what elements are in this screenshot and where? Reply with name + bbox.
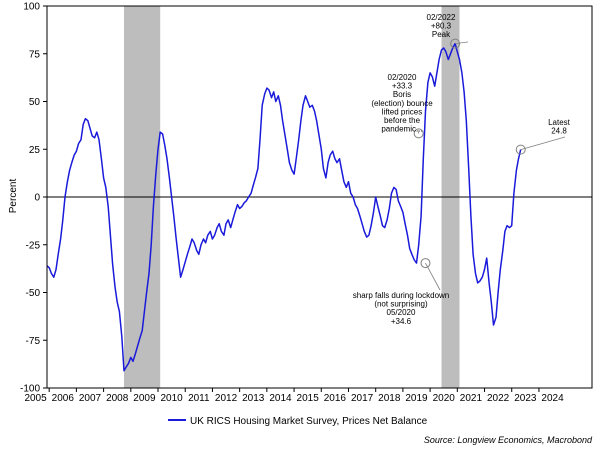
y-tick-label-50: 50 <box>29 97 41 108</box>
legend-label: UK RICS Housing Market Survey, Prices Ne… <box>190 416 428 427</box>
annotation-leader-2 <box>417 129 420 134</box>
annotation-text-4: Latest 24.8 <box>548 118 571 136</box>
x-tick-label-2016: 2016 <box>324 393 347 404</box>
x-tick-label-2007: 2007 <box>79 393 102 404</box>
annotation-line-2-4: (election) bounce <box>371 99 433 108</box>
y-axis-labels: 100 75 50 25 0 -25 -50 -75 -100 <box>20 2 40 395</box>
y-tick-label--50: -50 <box>26 288 41 299</box>
annotation-marker-3 <box>420 258 431 269</box>
annotation-line-4-1: Latest <box>548 118 571 127</box>
annotation-line-2-1: 02/2020 <box>388 73 417 82</box>
x-tick-label-2017: 2017 <box>351 393 374 404</box>
annotation-line-1-2: +80.3 <box>431 22 452 31</box>
x-tick-label-2013: 2013 <box>242 393 265 404</box>
plot-frame <box>46 5 593 389</box>
source-note: Source: Longview Economics, Macrobond <box>424 435 593 445</box>
annotation-line-2-5: lifted prices <box>382 107 422 116</box>
y-tick-label--100: -100 <box>20 384 40 395</box>
annotation-line-3-3: 05/2020 <box>387 308 416 317</box>
x-tick-label-2009: 2009 <box>133 393 156 404</box>
y-tick-label--75: -75 <box>26 336 41 347</box>
y-tick-label-0: 0 <box>34 193 40 204</box>
x-tick-label-2019: 2019 <box>405 393 428 404</box>
y-tick-label--25: -25 <box>26 240 41 251</box>
annotation-line-3-1: sharp falls during lockdown <box>353 291 450 300</box>
annotation-text-2: 02/2020 +33.3 Boris (election) bounce lifted… <box>371 73 433 134</box>
x-tick-label-2011: 2011 <box>188 393 210 404</box>
x-tick-label-2023: 2023 <box>514 393 537 404</box>
annotation-line-4-2: 24.8 <box>551 127 567 136</box>
annotation-line-3-4: +34.6 <box>391 317 412 326</box>
annotation-line-1-1: 02/2022 <box>427 13 456 22</box>
legend: UK RICS Housing Market Survey, Prices Ne… <box>168 416 428 427</box>
y-axis-title: Percent <box>8 179 19 214</box>
x-tick-label-2022: 2022 <box>487 393 510 404</box>
annotation-leader-3 <box>425 262 441 291</box>
annotations: 02/2022 +80.3 Peak 02/2020 +33.3 Boris (electi… <box>353 13 571 326</box>
x-tick-label-2018: 2018 <box>378 393 401 404</box>
x-tick-label-2024: 2024 <box>541 393 564 404</box>
x-tick-label-2015: 2015 <box>297 393 320 404</box>
annotation-line-1-3: Peak <box>432 30 451 39</box>
y-tick-label-25: 25 <box>29 145 41 156</box>
series-line <box>46 42 522 372</box>
annotation-leader-4 <box>520 136 566 151</box>
annotation-leader-1 <box>455 41 469 45</box>
y-tick-label-75: 75 <box>29 49 41 60</box>
x-tick-label-2005: 2005 <box>24 393 47 404</box>
annotation-line-2-3: Boris <box>393 90 411 99</box>
annotation-line-3-2: (not surprising) <box>374 300 428 309</box>
x-tick-label-2020: 2020 <box>433 393 456 404</box>
annotation-line-2-6: before the <box>384 116 421 125</box>
annotation-line-2-7: pandemic... <box>381 125 422 134</box>
annotation-marker-4 <box>515 144 526 155</box>
x-tick-label-2014: 2014 <box>269 393 292 404</box>
y-axis-ticks <box>43 5 47 389</box>
x-axis-ticks: 2005 2006 2007 2008 2009 2010 2011 2012 2013 2014… <box>24 388 564 404</box>
x-tick-label-2010: 2010 <box>160 393 183 404</box>
x-tick-label-2021: 2021 <box>460 393 483 404</box>
annotation-marker-2 <box>413 128 424 139</box>
x-tick-label-2008: 2008 <box>106 393 129 404</box>
annotation-marker-1 <box>450 38 461 49</box>
x-tick-label-2012: 2012 <box>215 393 238 404</box>
annotation-line-2-2: +33.3 <box>392 82 413 91</box>
y-tick-label-100: 100 <box>23 2 40 13</box>
annotation-text-1: 02/2022 +80.3 Peak <box>427 13 456 39</box>
annotation-text-3: sharp falls during lockdown (not surprisi… <box>353 291 450 326</box>
x-tick-label-2006: 2006 <box>52 393 75 404</box>
